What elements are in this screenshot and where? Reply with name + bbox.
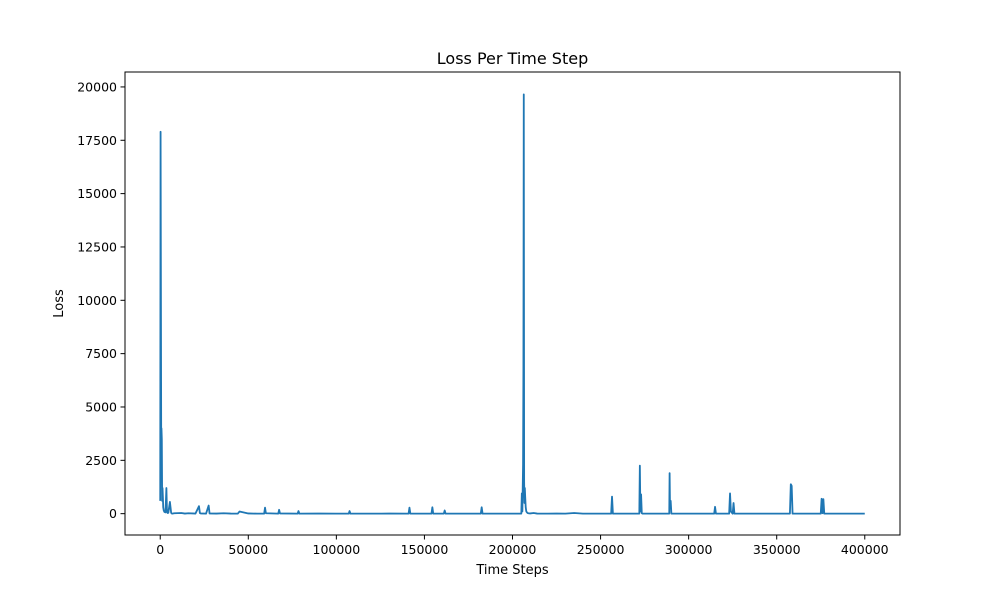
x-axis-ticks: 0 50000 100000 150000 200000 250000 300000 3500…: [156, 535, 889, 557]
y-tick-label: 15000: [77, 186, 117, 201]
x-tick-label: 400000: [841, 542, 889, 557]
y-tick-label: 2500: [85, 453, 117, 468]
chart-title: Loss Per Time Step: [437, 49, 588, 68]
y-axis-ticks: 0 2500 5000 7500 10000 12500 15000 17500 20000: [77, 79, 125, 521]
y-tick-label: 7500: [85, 346, 117, 361]
x-tick-label: 200000: [489, 542, 537, 557]
y-tick-label: 17500: [77, 133, 117, 148]
x-tick-label: 300000: [665, 542, 713, 557]
x-axis-label: Time Steps: [475, 563, 549, 578]
x-tick-label: 150000: [401, 542, 449, 557]
x-tick-label: 0: [156, 542, 164, 557]
y-tick-label: 12500: [77, 239, 117, 254]
x-tick-label: 100000: [313, 542, 361, 557]
y-tick-label: 5000: [85, 399, 117, 414]
x-tick-label: 50000: [228, 542, 268, 557]
x-tick-label: 250000: [577, 542, 625, 557]
y-tick-label: 10000: [77, 293, 117, 308]
y-tick-label: 20000: [77, 79, 117, 94]
x-tick-label: 350000: [753, 542, 801, 557]
y-tick-label: 0: [109, 506, 117, 521]
series-layer: [159, 93, 865, 515]
y-axis-label: Loss: [52, 289, 67, 318]
loss-series-line: [159, 93, 865, 515]
